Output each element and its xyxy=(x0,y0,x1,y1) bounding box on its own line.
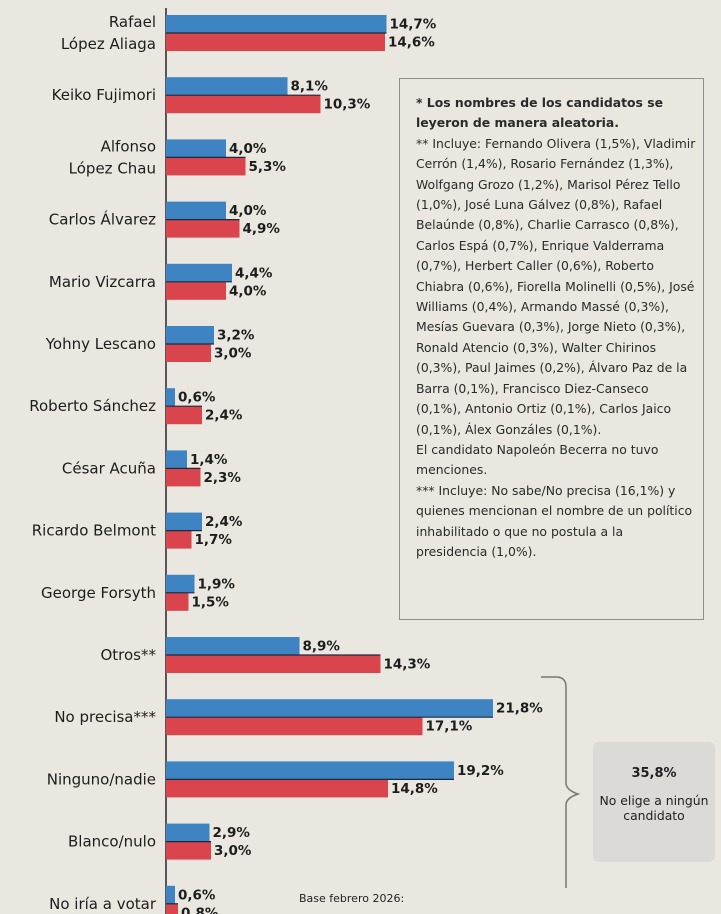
category-label-4: Mario Vizcarra xyxy=(49,273,156,291)
value-label-blue-1: 8,1% xyxy=(291,79,329,95)
value-label-red-1: 10,3% xyxy=(324,97,371,113)
value-label-blue-7: 1,4% xyxy=(190,452,228,468)
value-label-blue-13: 2,9% xyxy=(213,825,251,841)
category-label-14: No iría a votar xyxy=(49,895,157,913)
note-becerra: El candidato Napoleón Becerra no tuvo me… xyxy=(416,441,659,478)
note-no-precisa: *** Incluye: No sabe/No precisa (16,1%) … xyxy=(416,482,693,559)
value-label-red-11: 17,1% xyxy=(426,719,473,735)
category-label-3: Carlos Álvarez xyxy=(49,210,156,229)
value-label-red-12: 14,8% xyxy=(391,781,438,797)
bar-red-2 xyxy=(166,157,246,176)
value-label-red-6: 2,4% xyxy=(205,408,243,424)
category-label-10: Otros** xyxy=(100,646,156,664)
value-label-red-9: 1,5% xyxy=(192,594,230,610)
bar-red-0 xyxy=(166,33,385,51)
bar-blue-5 xyxy=(166,326,214,344)
bar-red-10 xyxy=(166,655,381,673)
bar-blue-4 xyxy=(166,263,232,282)
bar-blue-14 xyxy=(166,885,175,904)
bar-blue-12 xyxy=(166,761,454,780)
bar-blue-6 xyxy=(166,388,175,407)
summary-value: 35,8% xyxy=(631,766,677,781)
value-label-red-8: 1,7% xyxy=(195,532,233,548)
value-label-blue-0: 14,7% xyxy=(390,17,437,33)
bar-red-8 xyxy=(166,530,192,549)
bar-blue-11 xyxy=(166,699,493,718)
value-label-red-4: 4,0% xyxy=(229,283,267,299)
base-note: Base febrero 2026: xyxy=(299,892,405,905)
bar-red-9 xyxy=(166,592,189,611)
bar-red-12 xyxy=(166,779,388,798)
value-label-blue-12: 19,2% xyxy=(457,763,504,779)
bar-blue-1 xyxy=(166,77,288,96)
category-label-0: Rafael López Aliaga xyxy=(61,13,156,53)
bar-blue-3 xyxy=(166,201,226,220)
bar-blue-9 xyxy=(166,574,195,593)
value-label-red-13: 3,0% xyxy=(214,843,252,859)
summary-text: No elige a ningún candidato xyxy=(599,793,709,823)
value-label-red-10: 14,3% xyxy=(384,657,431,673)
category-label-8: Ricardo Belmont xyxy=(32,522,156,540)
value-label-blue-9: 1,9% xyxy=(198,576,236,592)
bar-blue-7 xyxy=(166,450,187,469)
value-label-red-7: 2,3% xyxy=(204,470,242,486)
bar-red-3 xyxy=(166,219,240,238)
category-label-13: Blanco/nulo xyxy=(68,833,156,851)
bar-red-14 xyxy=(166,903,178,914)
value-label-blue-4: 4,4% xyxy=(235,265,273,281)
category-label-11: No precisa*** xyxy=(54,708,156,726)
category-label-9: George Forsyth xyxy=(41,584,156,602)
value-label-red-5: 3,0% xyxy=(214,346,252,362)
summary-box: 35,8% No elige a ningún candidato xyxy=(593,742,715,862)
bar-blue-2 xyxy=(166,139,226,158)
value-label-blue-14: 0,6% xyxy=(178,887,216,903)
value-label-blue-10: 8,9% xyxy=(303,639,341,655)
value-label-blue-11: 21,8% xyxy=(496,701,543,717)
value-label-blue-6: 0,6% xyxy=(178,390,216,406)
candidate-notes: * Los nombres de los candidatos se leyer… xyxy=(399,78,704,620)
bar-red-6 xyxy=(166,406,202,425)
bar-red-7 xyxy=(166,468,201,487)
bar-blue-13 xyxy=(166,823,210,842)
value-label-blue-5: 3,2% xyxy=(217,328,255,344)
value-label-red-3: 4,9% xyxy=(243,221,281,237)
bar-red-13 xyxy=(166,841,211,860)
bar-blue-8 xyxy=(166,512,202,531)
category-label-12: Ninguno/nadie xyxy=(47,770,156,788)
bar-blue-10 xyxy=(166,637,300,655)
category-label-5: Yohny Lescano xyxy=(45,335,156,353)
bar-blue-0 xyxy=(166,15,387,33)
value-label-blue-3: 4,0% xyxy=(229,203,267,219)
bar-red-5 xyxy=(166,344,211,362)
category-label-7: César Acuña xyxy=(62,459,156,477)
category-label-2: Alfonso López Chau xyxy=(69,137,156,177)
bar-red-4 xyxy=(166,281,226,300)
value-label-blue-2: 4,0% xyxy=(229,141,267,157)
note-random-order: * Los nombres de los candidatos se leyer… xyxy=(416,95,664,131)
note-otros: ** Incluye: Fernando Olivera (1,5%), Vla… xyxy=(416,135,696,437)
value-label-blue-8: 2,4% xyxy=(205,514,243,530)
bar-red-1 xyxy=(166,95,321,114)
category-label-6: Roberto Sánchez xyxy=(29,397,156,415)
value-label-red-2: 5,3% xyxy=(249,159,287,175)
value-label-red-0: 14,6% xyxy=(388,35,435,51)
value-label-red-14: 0,8% xyxy=(181,905,219,914)
bar-red-11 xyxy=(166,717,423,736)
category-label-1: Keiko Fujimori xyxy=(52,86,156,104)
